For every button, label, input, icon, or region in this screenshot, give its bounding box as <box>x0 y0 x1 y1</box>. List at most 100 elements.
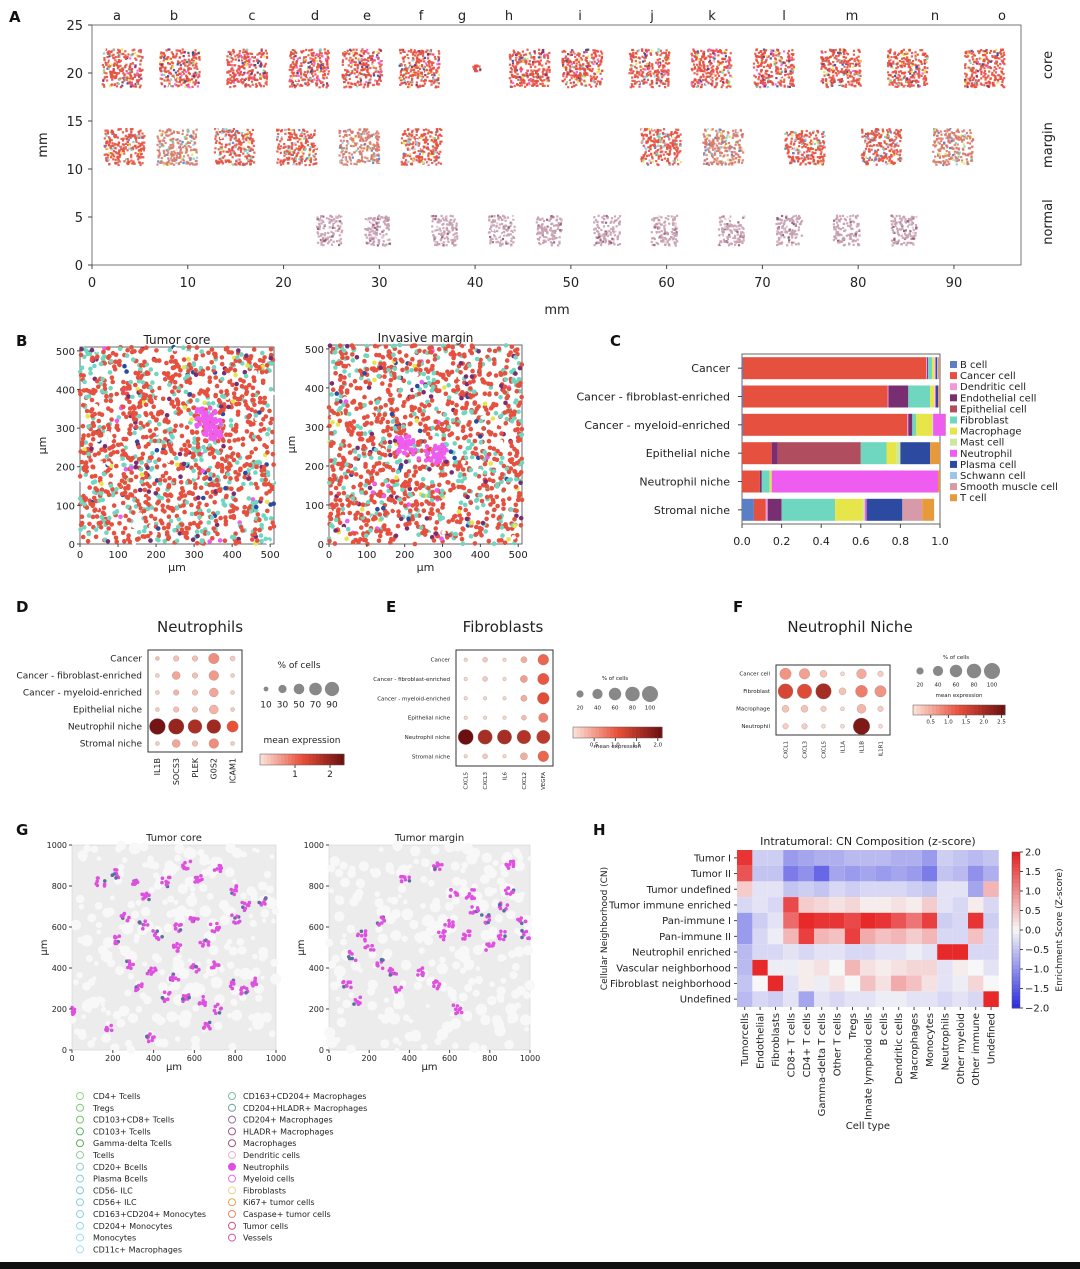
cell-dot <box>194 71 197 74</box>
cell-dot <box>516 61 519 64</box>
cell-dot <box>721 60 725 63</box>
cell-dot <box>924 79 928 82</box>
cell-dot <box>131 162 134 165</box>
cell-dot <box>782 61 785 64</box>
tissue-core <box>887 48 929 88</box>
cell-dot <box>725 79 729 82</box>
cell-dot <box>914 70 917 73</box>
cell-dot <box>667 54 670 57</box>
cell-dot <box>788 85 791 88</box>
cell-dot <box>691 69 694 72</box>
cell-dot <box>905 51 908 54</box>
cell-dot <box>523 60 526 64</box>
cell-dot <box>298 68 301 71</box>
cell-dot <box>366 142 369 145</box>
cell-dot <box>405 76 408 79</box>
cell-dot <box>117 55 120 58</box>
cell-dot <box>926 57 929 61</box>
cell-dot <box>263 68 266 71</box>
cell-dot <box>754 52 757 55</box>
cell-dot <box>906 52 909 55</box>
cell-dot <box>120 85 123 88</box>
cell-dot <box>541 82 544 85</box>
cell-dot <box>292 129 295 132</box>
cell-dot <box>829 49 832 52</box>
cell-dot <box>509 58 512 61</box>
cell-dot <box>708 59 712 62</box>
cell-dot <box>418 64 421 67</box>
cell-dot <box>189 67 193 70</box>
cell-dot <box>129 57 132 60</box>
cell-dot <box>896 76 899 79</box>
cell-dot <box>403 55 407 58</box>
cell-dot <box>345 147 348 150</box>
cell-dot <box>475 65 479 68</box>
cell-dot <box>171 146 174 149</box>
cell-dot <box>131 78 134 81</box>
cell-dot <box>219 152 222 155</box>
cell-dot <box>719 79 722 82</box>
cell-dot <box>887 63 890 66</box>
cell-dot <box>899 78 903 81</box>
cell-dot <box>297 79 300 82</box>
cell-dot <box>113 57 116 60</box>
cell-dot <box>189 69 192 72</box>
panel-letter: D <box>16 598 28 616</box>
cell-dot <box>715 48 718 51</box>
cell-dot <box>173 158 176 161</box>
cell-dot <box>822 65 825 68</box>
cell-dot <box>432 53 435 56</box>
cell-dot <box>585 84 588 87</box>
cell-dot <box>108 139 111 142</box>
cell-dot <box>298 70 301 73</box>
cell-dot <box>313 70 317 73</box>
cell-dot <box>756 61 760 64</box>
cell-dot <box>983 84 986 87</box>
cell-dot <box>753 81 756 84</box>
cell-dot <box>367 57 370 60</box>
cell-dot <box>769 53 773 56</box>
cell-dot <box>968 51 971 54</box>
cell-dot <box>253 151 256 154</box>
cell-dot <box>373 59 376 62</box>
cell-dot <box>304 74 307 77</box>
cell-dot <box>291 72 294 75</box>
cell-dot <box>635 62 638 65</box>
cell-dot <box>891 83 894 86</box>
cell-dot <box>294 137 297 140</box>
cell-dot <box>249 136 252 139</box>
cell-dot <box>631 60 634 63</box>
cell-dot <box>113 62 116 65</box>
cell-dot <box>248 65 251 68</box>
cell-dot <box>634 59 637 63</box>
cell-dot <box>235 159 238 162</box>
cell-dot <box>288 149 291 152</box>
cell-dot <box>973 61 976 64</box>
cell-dot <box>576 58 579 61</box>
cell-dot <box>900 60 903 64</box>
cell-dot <box>142 136 145 139</box>
cell-dot <box>141 132 144 135</box>
cell-dot <box>242 51 245 54</box>
cell-dot <box>826 86 829 89</box>
cell-dot <box>648 63 651 66</box>
cell-dot <box>756 55 759 58</box>
cell-dot <box>411 65 414 68</box>
cell-dot <box>248 74 251 77</box>
cell-dot <box>700 70 703 73</box>
cell-dot <box>970 68 973 71</box>
cell-dot <box>279 145 282 148</box>
cell-dot <box>692 49 695 52</box>
cell-dot <box>402 50 405 53</box>
cell-dot <box>655 82 658 85</box>
cell-dot <box>539 56 542 59</box>
cell-dot <box>634 56 637 59</box>
cell-dot <box>824 59 828 62</box>
cell-dot <box>638 71 641 74</box>
cell-dot <box>345 144 348 147</box>
cell-dot <box>293 63 296 66</box>
cell-dot <box>528 52 531 55</box>
cell-dot <box>344 163 347 166</box>
cell-dot <box>225 150 228 153</box>
